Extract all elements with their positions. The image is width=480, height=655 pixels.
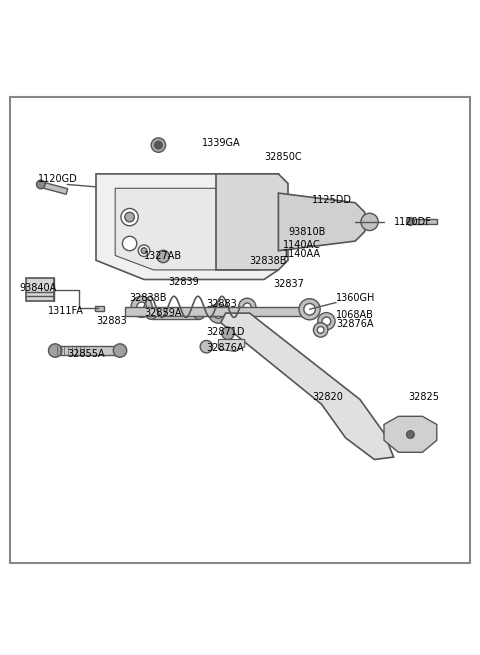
Circle shape xyxy=(222,327,234,339)
Circle shape xyxy=(157,250,169,263)
Text: 1339GA: 1339GA xyxy=(202,138,240,147)
Circle shape xyxy=(137,302,146,312)
Polygon shape xyxy=(218,339,245,352)
Polygon shape xyxy=(115,188,259,270)
Text: 32859A: 32859A xyxy=(144,308,181,318)
Text: 32871D: 32871D xyxy=(206,328,245,337)
Circle shape xyxy=(299,299,320,320)
Circle shape xyxy=(151,138,166,153)
Circle shape xyxy=(145,308,157,320)
Text: 32838B: 32838B xyxy=(250,256,287,267)
Text: 1120DF: 1120DF xyxy=(394,217,432,227)
Circle shape xyxy=(318,312,335,330)
Bar xyxy=(125,307,307,316)
Bar xyxy=(151,309,199,319)
Bar xyxy=(55,346,120,356)
Text: 1360GH: 1360GH xyxy=(336,293,375,303)
Text: 32838B: 32838B xyxy=(130,293,167,303)
Circle shape xyxy=(131,296,152,318)
Polygon shape xyxy=(384,417,437,453)
Text: 1125DD: 1125DD xyxy=(312,195,352,205)
Text: 93840A: 93840A xyxy=(19,283,57,293)
Circle shape xyxy=(407,431,414,438)
Circle shape xyxy=(155,141,162,149)
Circle shape xyxy=(322,317,331,326)
Polygon shape xyxy=(221,313,394,460)
Circle shape xyxy=(304,303,315,315)
Bar xyxy=(408,219,437,224)
Bar xyxy=(95,306,104,310)
Circle shape xyxy=(317,327,324,333)
Text: 32876A: 32876A xyxy=(336,319,373,329)
Circle shape xyxy=(141,248,147,253)
Polygon shape xyxy=(216,174,288,270)
Circle shape xyxy=(193,308,205,320)
Text: 93810B: 93810B xyxy=(288,227,325,238)
Circle shape xyxy=(407,217,414,225)
Text: 1311FA: 1311FA xyxy=(48,306,84,316)
Text: 1140AA: 1140AA xyxy=(283,249,321,259)
Text: 32876A: 32876A xyxy=(206,343,244,352)
Circle shape xyxy=(122,236,137,251)
Text: 32837: 32837 xyxy=(274,279,304,290)
Circle shape xyxy=(214,309,223,318)
Text: 1140AC: 1140AC xyxy=(283,240,321,250)
Circle shape xyxy=(200,341,213,353)
Text: 32855A: 32855A xyxy=(67,349,105,359)
Circle shape xyxy=(48,344,62,357)
Bar xyxy=(38,181,68,195)
Circle shape xyxy=(121,208,138,226)
Circle shape xyxy=(125,212,134,222)
Text: 32883: 32883 xyxy=(96,316,127,326)
Circle shape xyxy=(361,214,378,231)
Text: 32839: 32839 xyxy=(168,277,199,287)
Text: 1068AB: 1068AB xyxy=(336,310,374,320)
Circle shape xyxy=(243,303,251,310)
Circle shape xyxy=(209,304,228,323)
Circle shape xyxy=(313,323,328,337)
Text: 32825: 32825 xyxy=(408,392,439,402)
Text: 32883: 32883 xyxy=(206,299,237,309)
Circle shape xyxy=(239,298,256,316)
Circle shape xyxy=(36,180,45,189)
Polygon shape xyxy=(96,174,278,280)
Circle shape xyxy=(138,245,150,257)
Bar xyxy=(26,278,54,301)
Polygon shape xyxy=(278,193,365,251)
Text: 1327AB: 1327AB xyxy=(144,252,182,261)
Text: 32820: 32820 xyxy=(312,392,343,402)
Text: 32850C: 32850C xyxy=(264,152,301,162)
Text: 1120GD: 1120GD xyxy=(38,174,78,183)
Circle shape xyxy=(113,344,127,357)
